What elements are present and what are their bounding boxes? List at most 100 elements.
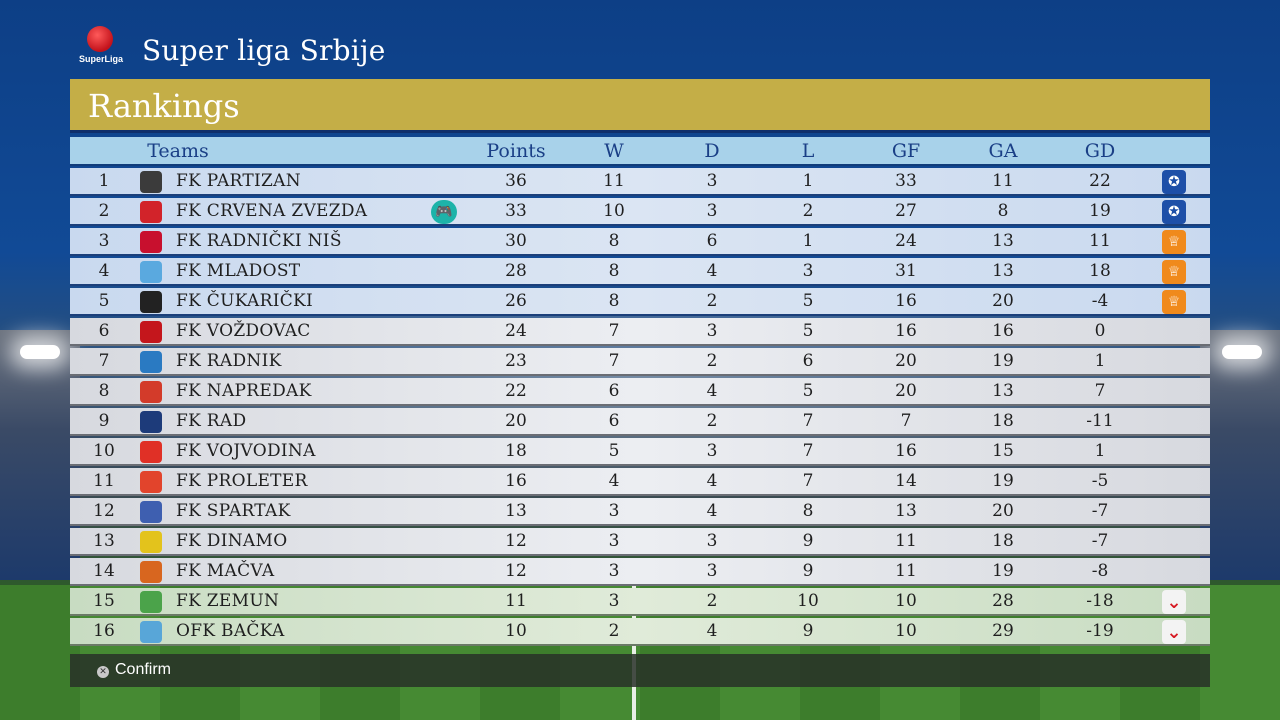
team-crest-icon — [140, 441, 162, 463]
wins-cell: 8 — [608, 291, 620, 311]
losses-cell: 5 — [802, 321, 814, 341]
confirm-button[interactable]: Confirm — [115, 661, 172, 678]
points-cell: 18 — [505, 441, 527, 461]
position-cell: 8 — [98, 381, 110, 401]
table-row[interactable]: 15 FK ZEMUN 11 3 2 10 10 28 -18 ⌄ — [70, 588, 1210, 616]
column-points: Points — [486, 140, 546, 162]
table-body: 1 FK PARTIZAN 36 11 3 1 33 11 22 ✪ 2 FK CRVENA ZVEZ… — [70, 168, 1210, 646]
goal-difference-cell: 11 — [1089, 231, 1111, 251]
column-gf: GF — [891, 140, 921, 162]
table-row[interactable]: 8 FK NAPREDAK 22 6 4 5 20 13 7 — [70, 378, 1210, 406]
points-cell: 13 — [505, 501, 527, 521]
goal-difference-cell: 1 — [1094, 351, 1106, 371]
goals-against-cell: 19 — [992, 471, 1014, 491]
losses-cell: 1 — [802, 171, 814, 191]
column-ga: GA — [988, 140, 1018, 162]
goal-difference-cell: -18 — [1086, 591, 1114, 611]
goals-for-cell: 7 — [900, 411, 912, 431]
goals-against-cell: 18 — [992, 411, 1014, 431]
position-cell: 1 — [98, 171, 110, 191]
team-name: FK RADNIČKI NIŠ — [176, 231, 342, 251]
team-crest-icon — [140, 531, 162, 553]
team-crest-icon — [140, 561, 162, 583]
table-row[interactable]: 5 FK ČUKARIČKI 26 8 2 5 16 20 -4 ♕ — [70, 288, 1210, 316]
goal-difference-cell: -11 — [1086, 411, 1114, 431]
goals-against-cell: 15 — [992, 441, 1014, 461]
goals-for-cell: 13 — [895, 501, 917, 521]
rankings-header: Rankings — [70, 79, 1210, 133]
goal-difference-cell: -7 — [1091, 531, 1109, 551]
position-cell: 9 — [98, 411, 110, 431]
losses-cell: 9 — [802, 531, 814, 551]
wins-cell: 3 — [608, 591, 620, 611]
points-cell: 11 — [505, 591, 527, 611]
goals-for-cell: 10 — [895, 621, 917, 641]
goals-against-cell: 20 — [992, 291, 1014, 311]
table-row[interactable]: 16 OFK BAČKA 10 2 4 9 10 29 -19 ⌄ — [70, 618, 1210, 646]
team-crest-icon — [140, 171, 162, 193]
team-crest-icon — [140, 261, 162, 283]
rankings-title: Rankings — [88, 87, 240, 125]
position-cell: 7 — [98, 351, 110, 371]
goals-for-cell: 20 — [895, 381, 917, 401]
table-row[interactable]: 6 FK VOŽDOVAC 24 7 3 5 16 16 0 — [70, 318, 1210, 346]
table-row[interactable]: 1 FK PARTIZAN 36 11 3 1 33 11 22 ✪ — [70, 168, 1210, 196]
goals-for-cell: 10 — [895, 591, 917, 611]
wins-cell: 4 — [608, 471, 620, 491]
goals-against-cell: 19 — [992, 561, 1014, 581]
wins-cell: 3 — [608, 501, 620, 521]
table-row[interactable]: 14 FK MAČVA 12 3 3 9 11 19 -8 — [70, 558, 1210, 586]
team-name: FK PROLETER — [176, 471, 308, 491]
table-row[interactable]: 12 FK SPARTAK 13 3 4 8 13 20 -7 — [70, 498, 1210, 526]
losses-cell: 7 — [802, 411, 814, 431]
champions-league-icon: ✪ — [1162, 170, 1186, 194]
goal-difference-cell: 22 — [1089, 171, 1111, 191]
goals-against-cell: 19 — [992, 351, 1014, 371]
goal-difference-cell: -7 — [1091, 501, 1109, 521]
draws-cell: 4 — [706, 471, 718, 491]
table-row[interactable]: 11 FK PROLETER 16 4 4 7 14 19 -5 — [70, 468, 1210, 496]
position-cell: 10 — [93, 441, 115, 461]
goals-against-cell: 28 — [992, 591, 1014, 611]
stadium-stand-right — [1200, 330, 1280, 580]
goal-difference-cell: 19 — [1089, 201, 1111, 221]
goals-against-cell: 29 — [992, 621, 1014, 641]
team-crest-icon — [140, 621, 162, 643]
league-logo: SuperLiga — [74, 24, 128, 72]
losses-cell: 3 — [802, 261, 814, 281]
wins-cell: 6 — [608, 411, 620, 431]
losses-cell: 8 — [802, 501, 814, 521]
position-cell: 16 — [93, 621, 115, 641]
goal-difference-cell: 18 — [1089, 261, 1111, 281]
team-name: FK SPARTAK — [176, 501, 291, 521]
goal-difference-cell: 7 — [1094, 381, 1106, 401]
goals-for-cell: 11 — [895, 531, 917, 551]
draws-cell: 3 — [706, 531, 718, 551]
table-row[interactable]: 3 FK RADNIČKI NIŠ 30 8 6 1 24 13 11 ♕ — [70, 228, 1210, 256]
column-gd: GD — [1084, 140, 1116, 162]
table-row[interactable]: 9 FK RAD 20 6 2 7 7 18 -11 — [70, 408, 1210, 436]
points-cell: 16 — [505, 471, 527, 491]
europa-league-icon: ♕ — [1162, 230, 1186, 254]
draws-cell: 3 — [706, 201, 718, 221]
goals-against-cell: 13 — [992, 381, 1014, 401]
column-d: D — [704, 140, 720, 162]
goals-for-cell: 33 — [895, 171, 917, 191]
table-row[interactable]: 13 FK DINAMO 12 3 3 9 11 18 -7 — [70, 528, 1210, 556]
points-cell: 33 — [505, 201, 527, 221]
table-row[interactable]: 10 FK VOJVODINA 18 5 3 7 16 15 1 — [70, 438, 1210, 466]
draws-cell: 3 — [706, 441, 718, 461]
draws-cell: 2 — [706, 411, 718, 431]
table-row[interactable]: 7 FK RADNIK 23 7 2 6 20 19 1 — [70, 348, 1210, 376]
table-row[interactable]: 4 FK MLADOST 28 8 4 3 31 13 18 ♕ — [70, 258, 1210, 286]
draws-cell: 3 — [706, 561, 718, 581]
table-row[interactable]: 2 FK CRVENA ZVEZDA 33 10 3 2 27 8 19 🎮 ✪ — [70, 198, 1210, 226]
losses-cell: 9 — [802, 621, 814, 641]
champions-league-icon: ✪ — [1162, 200, 1186, 224]
draws-cell: 6 — [706, 231, 718, 251]
floodlight-right — [1222, 345, 1262, 359]
draws-cell: 4 — [706, 381, 718, 401]
column-w: W — [604, 140, 624, 162]
goals-for-cell: 11 — [895, 561, 917, 581]
goal-difference-cell: -19 — [1086, 621, 1114, 641]
